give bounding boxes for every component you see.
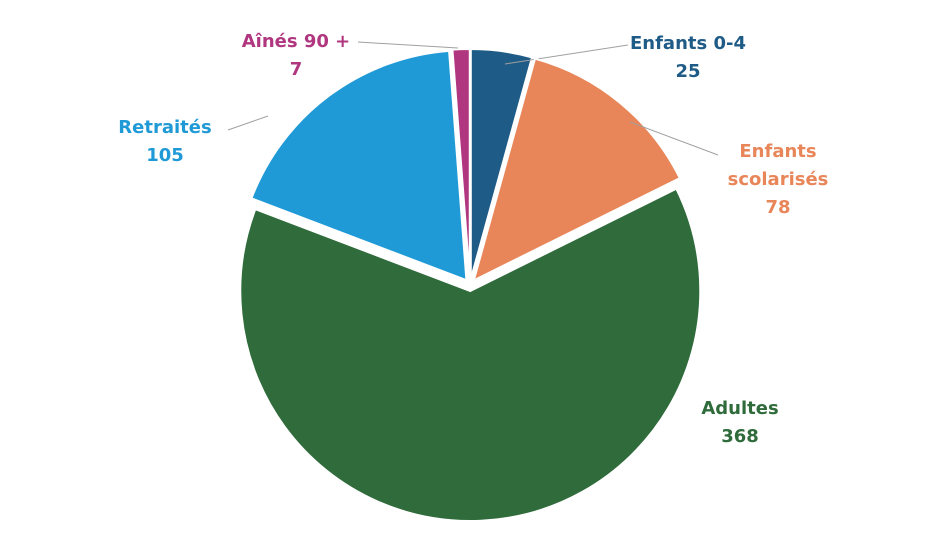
pie-slice xyxy=(451,48,471,280)
category-label: Aînés 90 + xyxy=(241,31,351,52)
leader-line xyxy=(629,121,719,156)
category-label: Enfants 0-4 xyxy=(629,33,746,54)
data-label: Aînés 90 + 7 xyxy=(226,28,366,84)
leader-line xyxy=(504,44,629,65)
value-label: 78 xyxy=(765,197,791,218)
leader-line xyxy=(357,41,459,49)
leader-line xyxy=(227,115,269,131)
data-label: Adultes 368 xyxy=(670,395,810,451)
category-label: Enfants scolarisés xyxy=(727,141,829,190)
data-label: Enfants 0-4 25 xyxy=(618,30,758,86)
value-label: 105 xyxy=(146,145,184,166)
pie-slice xyxy=(469,48,534,280)
pie-slice xyxy=(472,57,682,283)
value-label: 25 xyxy=(675,61,701,82)
category-label: Retraités xyxy=(118,117,212,138)
value-label: 7 xyxy=(289,59,303,80)
pie-slice xyxy=(250,49,468,282)
pie-slice xyxy=(239,187,702,522)
value-label: 368 xyxy=(721,426,759,447)
data-label: Retraités 105 xyxy=(95,114,235,170)
category-label: Adultes xyxy=(701,398,779,419)
data-label: Enfants scolarisés 78 xyxy=(708,138,848,222)
